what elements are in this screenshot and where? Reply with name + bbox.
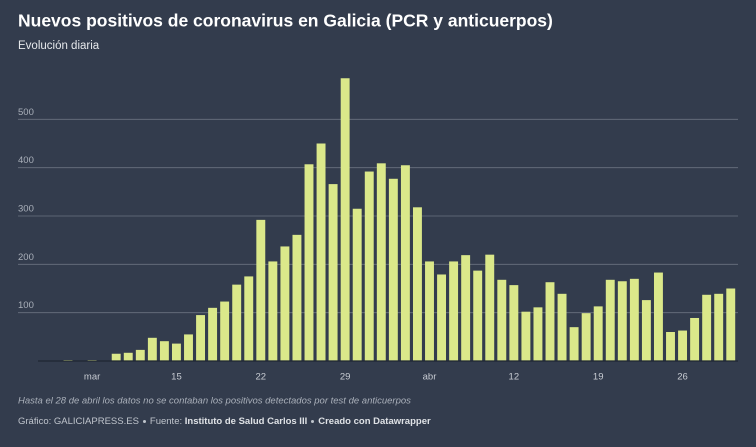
x-tick-label: 22 — [256, 372, 267, 383]
bar — [208, 307, 218, 361]
source-label: Fuente: — [149, 416, 183, 427]
bar — [364, 171, 374, 361]
bar — [557, 293, 567, 361]
bar — [184, 334, 193, 361]
bar — [232, 284, 242, 361]
bar — [123, 352, 133, 361]
x-tick-label: 19 — [593, 372, 604, 383]
bar — [376, 163, 386, 361]
chart-note: Hasta el 28 de abril los datos no se con… — [18, 396, 411, 407]
bar — [666, 332, 675, 361]
bar — [268, 261, 278, 361]
bar — [617, 281, 627, 361]
bar — [485, 254, 495, 361]
bar — [425, 261, 434, 361]
separator — [142, 419, 146, 423]
x-tick-label: 15 — [171, 372, 182, 383]
footer: Gráfico: GALICIAPRESS.ES Fuente: Institut… — [18, 416, 431, 427]
bar — [533, 307, 543, 361]
bar — [449, 261, 459, 361]
bar — [581, 313, 591, 361]
source: Instituto de Salud Carlos III — [184, 416, 308, 427]
chart-subtitle: Evolución diaria — [18, 40, 100, 52]
bar — [726, 288, 736, 361]
bar — [280, 246, 290, 361]
bar — [244, 276, 254, 361]
x-tick-label: 12 — [509, 372, 520, 383]
chart-title: Nuevos positivos de coronavirus en Galic… — [18, 11, 553, 31]
byline: Gráfico: GALICIAPRESS.ES — [18, 416, 139, 427]
bar — [111, 353, 121, 361]
bar — [593, 306, 603, 361]
bar — [412, 207, 422, 361]
bar — [473, 270, 483, 361]
bar — [147, 337, 157, 361]
bar — [171, 343, 181, 361]
separator — [311, 419, 315, 423]
bar — [569, 327, 579, 361]
bar — [352, 208, 362, 361]
x-tick-label: 29 — [340, 372, 351, 383]
x-tick-label: abr — [423, 372, 437, 383]
x-tick-label: 26 — [677, 372, 688, 383]
bar — [135, 349, 145, 361]
bar — [328, 184, 338, 361]
bar — [196, 315, 206, 361]
y-tick-label: 200 — [18, 252, 34, 263]
bar — [292, 234, 302, 361]
bar — [629, 278, 639, 361]
bar — [653, 272, 663, 361]
bar — [220, 301, 230, 361]
y-tick-label: 500 — [18, 107, 34, 118]
bar — [690, 317, 700, 361]
y-tick-label: 300 — [18, 204, 34, 215]
y-tick-label: 100 — [18, 300, 34, 311]
bar — [678, 330, 688, 361]
bar — [437, 274, 447, 361]
bar — [340, 78, 350, 361]
bar — [304, 164, 314, 361]
bar — [400, 165, 410, 361]
bar — [714, 293, 724, 361]
bar — [702, 294, 712, 361]
bar — [388, 178, 398, 361]
x-tick-label: mar — [84, 372, 100, 383]
bar — [545, 282, 555, 361]
bar — [641, 300, 651, 361]
bar — [497, 279, 507, 361]
bar — [605, 279, 615, 361]
bar — [256, 219, 266, 361]
bar — [461, 255, 471, 361]
credit: Creado con Datawrapper — [318, 416, 431, 427]
bar — [316, 143, 326, 361]
bar — [509, 285, 519, 361]
bar — [159, 341, 169, 361]
y-tick-label: 400 — [18, 155, 34, 166]
bar — [521, 311, 531, 361]
